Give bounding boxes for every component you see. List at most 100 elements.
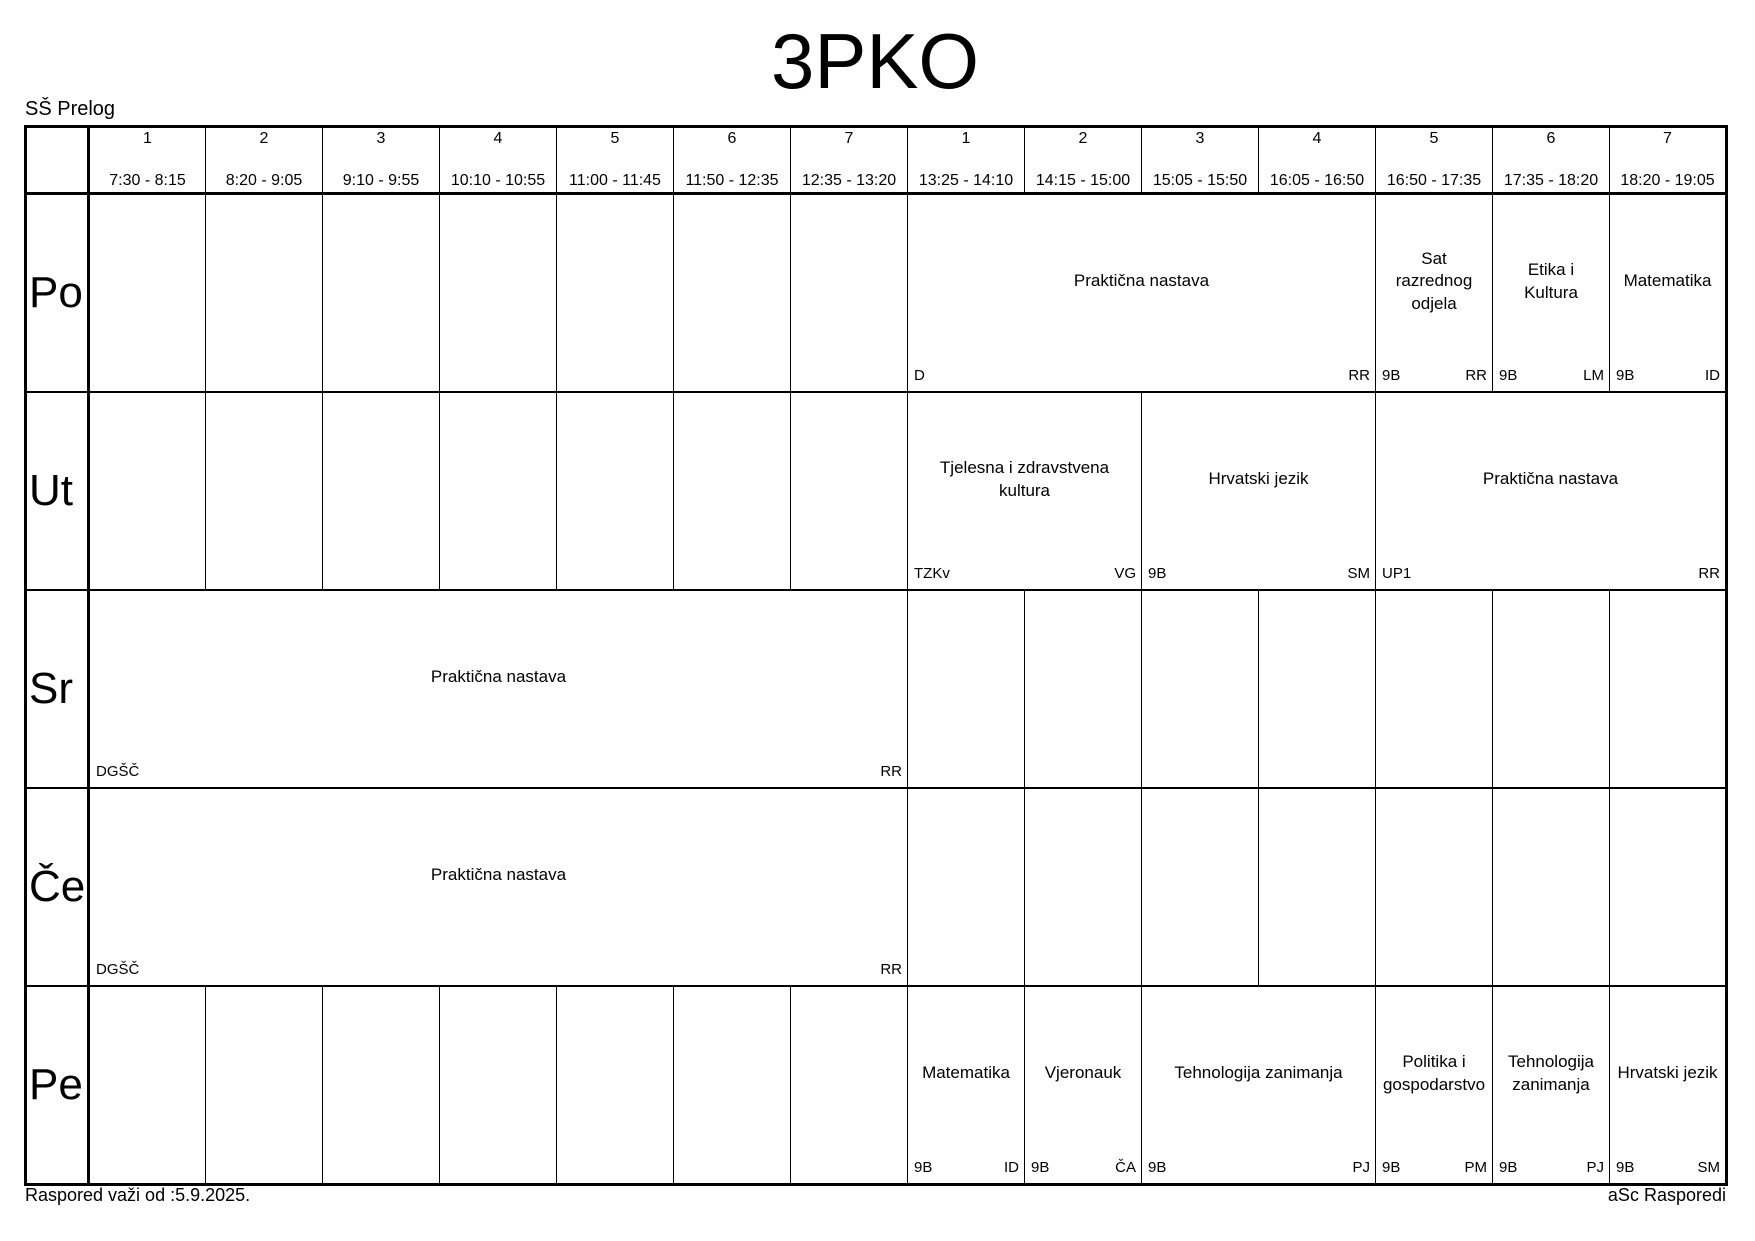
subject-name: Vjeronauk xyxy=(1044,1063,1122,1083)
empty-cell xyxy=(322,391,440,591)
subject-name: Praktična nastava xyxy=(1482,469,1619,489)
lesson-cell: Sat razrednog odjela 9B RR xyxy=(1375,192,1493,393)
subject-name: Praktična nastava xyxy=(430,865,567,885)
subject-name: Politika i gospodarstvo xyxy=(1382,1052,1486,1094)
period-header-cell: 6 11:50 - 12:35 xyxy=(673,126,791,195)
group-label: 9B xyxy=(1382,367,1401,384)
lesson-cell: Praktična nastava DGŠČ RR xyxy=(88,589,908,789)
day-label: Če xyxy=(25,787,90,987)
period-header-cell: 4 10:10 - 10:55 xyxy=(439,126,557,195)
subject-name: Hrvatski jezik xyxy=(1208,469,1309,489)
day-row: Ut Tjelesna i zdravstvena kultura TZKv VG Hr… xyxy=(25,391,1727,591)
teacher-label: SM xyxy=(1347,565,1371,582)
group-label: 9B xyxy=(1499,1159,1518,1176)
period-time: 13:25 - 14:10 xyxy=(918,172,1014,189)
subject-name: Sat razrednog odjela xyxy=(1395,249,1473,313)
day-row: Po Praktična nastava D RR Sat razrednog odje… xyxy=(25,192,1727,393)
period-header-cell: 7 18:20 - 19:05 xyxy=(1609,126,1727,195)
subject-name: Tehnologija zanimanja xyxy=(1174,1063,1343,1083)
teacher-label: RR xyxy=(1698,565,1720,582)
empty-cell xyxy=(1258,589,1376,789)
teacher-label: RR xyxy=(1465,367,1487,384)
subject-name: Matematika xyxy=(1623,271,1712,291)
empty-cell xyxy=(1141,589,1259,789)
subject-name: Tjelesna i zdravstvena kultura xyxy=(939,458,1110,500)
group-label: 9B xyxy=(1616,367,1635,384)
day-row: Pe Matematika 9B ID Vjeronauk 9B ČA Tehnologija… xyxy=(25,985,1727,1185)
day-row: Če Praktična nastava DGŠČ RR xyxy=(25,787,1727,987)
empty-cell xyxy=(673,391,791,591)
group-label: 9B xyxy=(1148,1159,1167,1176)
subject-name: Hrvatski jezik xyxy=(1617,1063,1718,1083)
period-time: 16:05 - 16:50 xyxy=(1269,172,1365,189)
teacher-label: VG xyxy=(1114,565,1136,582)
empty-cell xyxy=(673,192,791,393)
period-number: 2 xyxy=(1078,130,1088,147)
empty-cell xyxy=(205,192,323,393)
footer-valid-from: Raspored važi od :5.9.2025. xyxy=(25,1185,251,1205)
period-header-cell: 3 9:10 - 9:55 xyxy=(322,126,440,195)
group-label: TZKv xyxy=(914,565,950,582)
empty-cell xyxy=(1024,589,1142,789)
group-label: UP1 xyxy=(1382,565,1412,582)
period-number: 4 xyxy=(1312,130,1322,147)
period-header-cell: 7 12:35 - 13:20 xyxy=(790,126,908,195)
empty-cell xyxy=(673,985,791,1185)
group-label: D xyxy=(914,367,925,384)
day-label: Sr xyxy=(25,589,90,789)
subject-name: Tehnologija zanimanja xyxy=(1507,1052,1594,1094)
lesson-cell: Tehnologija zanimanja 9B PJ xyxy=(1141,985,1376,1185)
empty-cell xyxy=(556,985,674,1185)
period-number: 1 xyxy=(143,130,152,147)
empty-cell xyxy=(1375,589,1493,789)
empty-cell xyxy=(1492,589,1610,789)
period-number: 1 xyxy=(961,130,971,147)
lesson-cell: Tehnologija zanimanja 9B PJ xyxy=(1492,985,1610,1185)
period-number: 2 xyxy=(259,130,269,147)
empty-cell xyxy=(439,192,557,393)
timetable-body: Po Praktična nastava D RR Sat razrednog odje… xyxy=(25,192,1727,1185)
period-header-cell: 5 16:50 - 17:35 xyxy=(1375,126,1493,195)
period-header-cell: 1 13:25 - 14:10 xyxy=(907,126,1025,195)
teacher-label: PJ xyxy=(1352,1159,1370,1176)
period-time: 11:50 - 12:35 xyxy=(685,172,779,189)
period-number: 5 xyxy=(610,130,620,147)
empty-cell xyxy=(1609,787,1727,987)
group-label: 9B xyxy=(1616,1159,1635,1176)
page-title: 3PKO xyxy=(770,17,980,105)
empty-cell xyxy=(556,192,674,393)
empty-cell xyxy=(88,391,206,591)
period-header-cell: 6 17:35 - 18:20 xyxy=(1492,126,1610,195)
empty-cell xyxy=(1492,787,1610,987)
empty-cell xyxy=(88,985,206,1185)
empty-cell xyxy=(205,391,323,591)
empty-cell xyxy=(790,985,908,1185)
period-header-cell: 3 15:05 - 15:50 xyxy=(1141,126,1259,195)
empty-cell xyxy=(439,985,557,1185)
teacher-label: ID xyxy=(1004,1159,1019,1176)
lesson-cell: Praktična nastava DGŠČ RR xyxy=(88,787,908,987)
period-header-cell: 1 7:30 - 8:15 xyxy=(88,126,206,195)
period-time: 18:20 - 19:05 xyxy=(1620,172,1715,189)
empty-cell xyxy=(1375,787,1493,987)
period-header-cell: 2 14:15 - 15:00 xyxy=(1024,126,1142,195)
empty-cell xyxy=(907,589,1025,789)
teacher-label: ČA xyxy=(1115,1159,1136,1176)
period-time: 14:15 - 15:00 xyxy=(1035,172,1131,189)
period-time: 9:10 - 9:55 xyxy=(342,172,420,189)
empty-cell xyxy=(1024,787,1142,987)
empty-cell xyxy=(1258,787,1376,987)
lesson-cell: Politika i gospodarstvo 9B PM xyxy=(1375,985,1493,1185)
day-label: Po xyxy=(25,192,90,393)
group-label: 9B xyxy=(914,1159,933,1176)
period-number: 3 xyxy=(1195,130,1205,147)
period-time: 7:30 - 8:15 xyxy=(109,172,186,189)
period-time: 10:10 - 10:55 xyxy=(450,172,546,189)
empty-cell xyxy=(1609,589,1727,789)
empty-cell xyxy=(907,787,1025,987)
day-row: Sr Praktična nastava DGŠČ RR xyxy=(25,589,1727,789)
period-time: 8:20 - 9:05 xyxy=(225,172,303,189)
group-label: 9B xyxy=(1382,1159,1401,1176)
period-time: 17:35 - 18:20 xyxy=(1503,172,1599,189)
timetable-table: 1 7:30 - 8:15 2 8:20 - 9:05 3 9:10 - 9:55 4 10:… xyxy=(24,125,1728,1186)
